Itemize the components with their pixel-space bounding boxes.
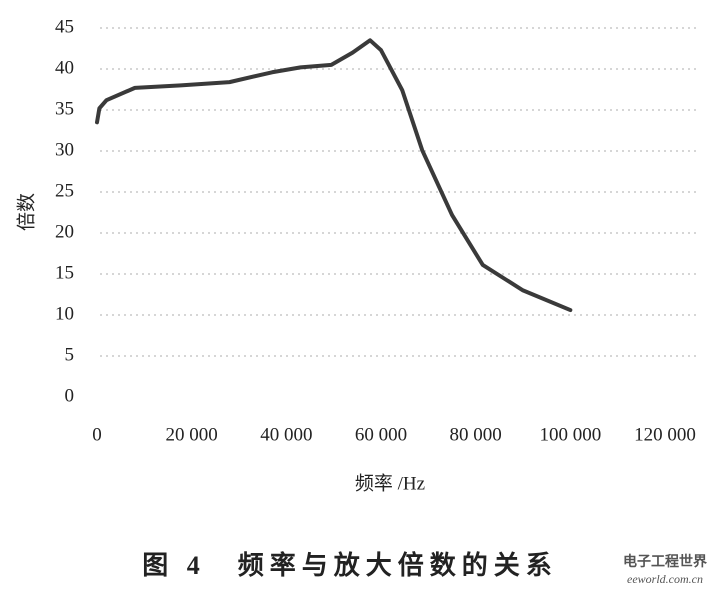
caption: 图 4 频率与放大倍数的关系	[142, 550, 558, 580]
x-tick-label: 20 000	[166, 424, 218, 445]
y-tick-label: 30	[55, 139, 74, 160]
watermark-url: eeworld.com.cn	[627, 572, 703, 586]
data-line	[95, 38, 573, 313]
x-tick-label: 80 000	[450, 424, 502, 445]
y-tick-label: 45	[55, 16, 74, 37]
x-tick-label: 0	[92, 424, 102, 445]
y-tick-label: 5	[65, 344, 75, 365]
x-tick-label: 60 000	[355, 424, 407, 445]
watermark: 电子工程世界	[623, 553, 708, 570]
x-tick-label: 100 000	[539, 424, 601, 445]
x-tick-label: 120 000	[634, 424, 696, 445]
x-axis-label: 频率 /Hz	[355, 472, 425, 494]
y-tick-label: 40	[55, 57, 74, 78]
y-axis-label: 倍数	[15, 193, 37, 231]
y-tick-label: 20	[55, 221, 74, 242]
y-tick-label: 25	[55, 180, 74, 201]
y-tick-label: 35	[55, 98, 74, 119]
x-tick-label: 40 000	[260, 424, 312, 445]
y-tick-label: 10	[55, 303, 74, 324]
y-tick-label: 0	[65, 385, 75, 406]
y-tick-label: 15	[55, 262, 74, 283]
